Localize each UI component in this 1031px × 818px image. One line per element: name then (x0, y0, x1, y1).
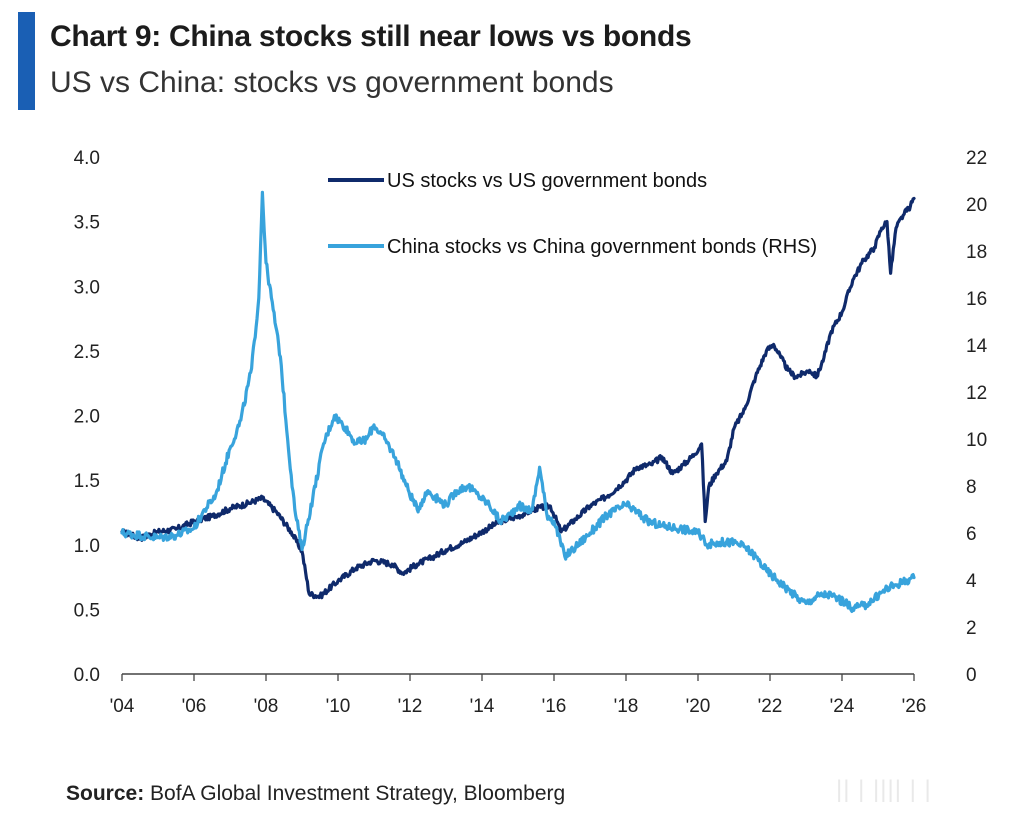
x-tick-label: '10 (326, 696, 351, 717)
y-right-tick-label: 10 (966, 430, 987, 451)
y-left-tick-label: 1.5 (74, 471, 100, 492)
legend: US stocks vs US government bonds China st… (328, 170, 817, 258)
y-right-tick-label: 22 (966, 148, 987, 169)
y-right-tick-label: 14 (966, 336, 988, 357)
y-right-tick-label: 12 (966, 383, 987, 404)
accent-bar (18, 12, 35, 110)
y-left-tick-label: 2.0 (74, 407, 100, 428)
china-series-line (120, 190, 916, 614)
x-tick-label: '18 (614, 696, 639, 717)
y-right-tick-label: 2 (966, 618, 977, 639)
y-right-tick-label: 6 (966, 524, 977, 545)
x-tick-label: '04 (110, 696, 135, 717)
source-label: Source: (66, 782, 145, 805)
y-right-tick-label: 0 (966, 665, 977, 686)
legend-label: China stocks vs China government bonds (… (387, 236, 817, 258)
y-left-tick-label: 4.0 (74, 148, 100, 169)
y-right-tick-label: 8 (966, 477, 977, 498)
legend-label: US stocks vs US government bonds (387, 170, 707, 192)
y-left-tick-label: 3.0 (74, 277, 100, 298)
source-text: BofA Global Investment Strategy, Bloombe… (150, 782, 566, 805)
series-lines (120, 190, 916, 614)
y-left-tick-label: 1.0 (74, 536, 100, 557)
us-series-line (120, 196, 916, 600)
y-right-tick-label: 16 (966, 289, 987, 310)
y-left-tick-label: 2.5 (74, 342, 100, 363)
x-tick-label: '06 (182, 696, 207, 717)
x-tick-label: '24 (830, 696, 855, 717)
chart-title: Chart 9: China stocks still near lows vs… (50, 20, 692, 53)
y-left-tick-label: 3.5 (74, 213, 100, 234)
y-right-tick-label: 20 (966, 195, 987, 216)
x-tick-label: '08 (254, 696, 279, 717)
x-tick-label: '26 (902, 696, 927, 717)
chart-subtitle: US vs China: stocks vs government bonds (50, 66, 614, 99)
watermark: || | |||| | | (836, 776, 932, 803)
axes: '04 '06 '08 '10 '12 '14 '16 '18 '20 '22 '24 '26 0.0 0… (74, 148, 988, 717)
x-tick-label: '22 (758, 696, 783, 717)
y-left-tick-label: 0.5 (74, 600, 100, 621)
x-tick-label: '12 (398, 696, 423, 717)
x-tick-label: '16 (542, 696, 567, 717)
y-right-tick-label: 4 (966, 571, 977, 592)
x-tick-label: '20 (686, 696, 711, 717)
y-right-tick-label: 18 (966, 242, 987, 263)
y-left-tick-label: 0.0 (74, 665, 100, 686)
x-tick-label: '14 (470, 696, 495, 717)
source-note: Source: BofA Global Investment Strategy,… (66, 782, 565, 806)
